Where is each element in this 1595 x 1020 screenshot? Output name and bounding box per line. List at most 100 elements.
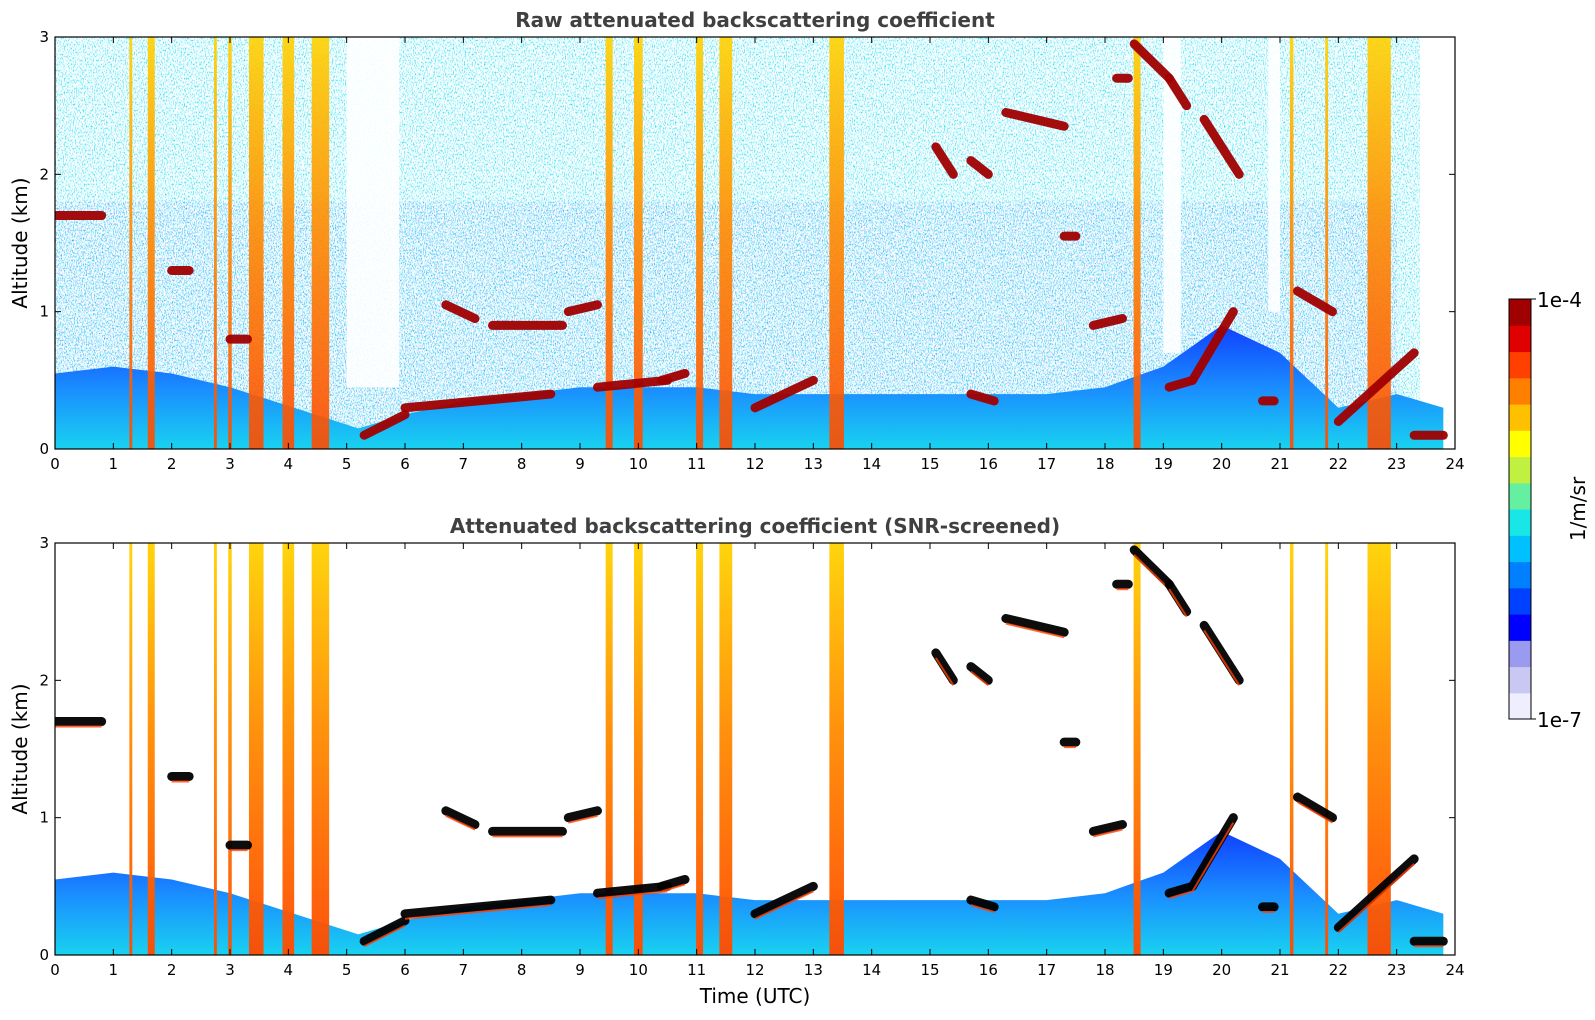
x-tick-label: 9 bbox=[575, 455, 585, 473]
x-tick-label: 22 bbox=[1329, 455, 1348, 473]
cloud-layer bbox=[359, 916, 410, 946]
cloud-layer-edge bbox=[1168, 890, 1193, 900]
x-tick-label: 13 bbox=[804, 961, 823, 979]
colorbar-swatch bbox=[1509, 351, 1531, 379]
x-tick-label: 7 bbox=[459, 455, 469, 473]
colorbar-swatch bbox=[1509, 456, 1531, 484]
x-tick-label: 22 bbox=[1329, 961, 1348, 979]
cloud-layer bbox=[563, 300, 602, 317]
y-tick-label: 1 bbox=[39, 303, 49, 321]
precip-column bbox=[633, 543, 643, 955]
colorbar-swatch bbox=[1509, 377, 1531, 405]
colorbar-min-label: 1e-7 bbox=[1537, 708, 1582, 732]
x-tick-label: 20 bbox=[1212, 961, 1231, 979]
cloud-layer-edge bbox=[970, 904, 995, 913]
precip-column bbox=[605, 543, 613, 955]
y-tick-label: 3 bbox=[39, 534, 49, 552]
noise-gap bbox=[346, 37, 400, 388]
x-tick-label: 14 bbox=[862, 961, 881, 979]
panel-screened-title: Attenuated backscattering coefficient (S… bbox=[450, 514, 1060, 538]
cloud-layer-edge bbox=[597, 890, 668, 900]
cloud-layer bbox=[400, 389, 556, 413]
precip-column bbox=[1367, 543, 1391, 955]
precip-column bbox=[282, 37, 295, 449]
cloud-layer bbox=[966, 389, 999, 406]
colorbar-swatch bbox=[1509, 509, 1531, 536]
precip-column bbox=[147, 37, 155, 449]
cloud-layer bbox=[1199, 114, 1244, 179]
panel-screened-plot bbox=[55, 543, 1455, 955]
x-tick-label: 14 bbox=[862, 455, 881, 473]
precip-column bbox=[633, 37, 643, 449]
cloud-layer bbox=[1293, 286, 1337, 317]
colorbar-label: 1/m/sr bbox=[1566, 476, 1590, 541]
x-tick-label: 1 bbox=[109, 961, 119, 979]
x-tick-label: 23 bbox=[1387, 961, 1406, 979]
y-tick-label: 1 bbox=[39, 809, 49, 827]
cloud-layer bbox=[1333, 348, 1419, 427]
x-tick-label: 18 bbox=[1095, 455, 1114, 473]
precip-column bbox=[719, 543, 733, 955]
precip-column bbox=[129, 37, 133, 449]
cloud-layer bbox=[400, 895, 556, 919]
cloud-layer bbox=[1088, 314, 1127, 330]
colorbar-swatch bbox=[1509, 404, 1531, 431]
x-tick-label: 12 bbox=[745, 961, 764, 979]
precip-column bbox=[829, 543, 844, 955]
cloud-layer bbox=[657, 874, 690, 891]
x-tick-label: 21 bbox=[1270, 455, 1289, 473]
x-tick-label: 7 bbox=[459, 961, 469, 979]
precip-column bbox=[1325, 543, 1329, 955]
cloud-layer bbox=[359, 410, 410, 440]
noise-gap bbox=[1163, 37, 1181, 353]
cloud-layer bbox=[1164, 579, 1192, 617]
precip-column bbox=[228, 37, 232, 449]
precip-column bbox=[129, 543, 133, 955]
cloud-layer bbox=[1088, 820, 1127, 836]
cloud-layer bbox=[1001, 614, 1069, 637]
cloud-layer bbox=[931, 648, 958, 685]
x-tick-label: 3 bbox=[225, 961, 235, 979]
cloud-layer-edge bbox=[970, 670, 989, 687]
precip-column bbox=[696, 543, 704, 955]
panel-screened-xlabel: Time (UTC) bbox=[699, 984, 811, 1008]
cloud-layer-edge bbox=[1337, 863, 1415, 934]
precip-column bbox=[147, 543, 155, 955]
x-tick-label: 16 bbox=[979, 455, 998, 473]
precip-column bbox=[248, 37, 264, 449]
precip-column bbox=[282, 543, 295, 955]
x-tick-label: 8 bbox=[517, 455, 527, 473]
x-tick-label: 15 bbox=[920, 961, 939, 979]
precip-column bbox=[311, 543, 330, 955]
colorbar-frame bbox=[1508, 298, 1532, 720]
y-tick-label: 3 bbox=[39, 28, 49, 46]
colorbar-swatch bbox=[1509, 325, 1531, 353]
panel-raw: Raw attenuated backscattering coefficien… bbox=[8, 8, 1465, 473]
x-tick-label: 13 bbox=[804, 455, 823, 473]
panel-raw-plot bbox=[55, 37, 1455, 449]
x-tick-label: 3 bbox=[225, 455, 235, 473]
x-tick-label: 19 bbox=[1154, 961, 1173, 979]
colorbar-swatch bbox=[1509, 666, 1531, 694]
precip-column bbox=[829, 37, 844, 449]
precip-column bbox=[1289, 543, 1294, 955]
colorbar: 1e-4 1e-7 1/m/sr bbox=[1508, 288, 1590, 732]
x-tick-label: 16 bbox=[979, 961, 998, 979]
cloud-layer-edge bbox=[1133, 554, 1170, 590]
colorbar-max-label: 1e-4 bbox=[1537, 288, 1582, 312]
colorbar-swatch bbox=[1509, 299, 1531, 326]
cloud-layer bbox=[1188, 813, 1238, 891]
colorbar-swatch bbox=[1509, 482, 1531, 510]
cloud-layer bbox=[1129, 545, 1174, 589]
cloud-layer bbox=[1001, 108, 1069, 131]
x-tick-label: 2 bbox=[167, 961, 177, 979]
colorbar-swatch bbox=[1509, 535, 1531, 563]
x-tick-label: 18 bbox=[1095, 961, 1114, 979]
cloud-layer bbox=[593, 881, 672, 898]
cloud-layer bbox=[563, 806, 602, 823]
cloud-layer-edge bbox=[754, 890, 814, 920]
x-tick-label: 0 bbox=[50, 455, 60, 473]
noise-gap bbox=[1420, 37, 1455, 408]
x-tick-label: 1 bbox=[109, 455, 119, 473]
